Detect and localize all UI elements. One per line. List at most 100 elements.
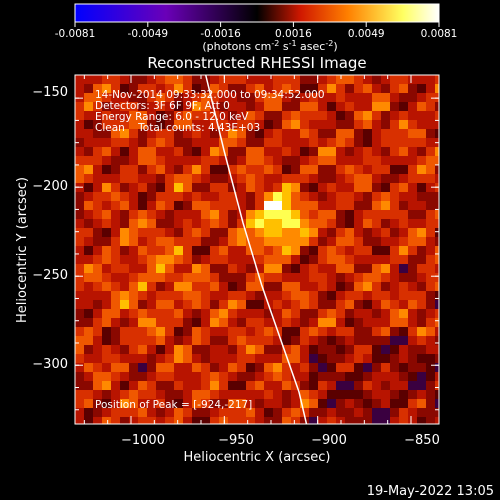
heatmap-cell — [408, 255, 417, 264]
heatmap-cell — [75, 273, 84, 282]
heatmap-cell — [183, 318, 192, 327]
heatmap-cell — [165, 399, 174, 408]
heatmap-cell — [156, 219, 165, 228]
heatmap-cell — [363, 408, 372, 417]
heatmap-cell — [336, 327, 345, 336]
heatmap-cell — [93, 273, 102, 282]
heatmap-cell — [426, 273, 435, 282]
heatmap-cell — [399, 246, 408, 255]
heatmap-cell — [372, 174, 381, 183]
heatmap-cell — [354, 318, 363, 327]
heatmap-cell — [372, 399, 381, 408]
heatmap-cell — [75, 246, 84, 255]
heatmap-cell — [111, 318, 120, 327]
footer-timestamp: 19-May-2022 13:05 — [367, 484, 494, 499]
heatmap-cell — [255, 111, 264, 120]
heatmap-cell — [390, 219, 399, 228]
heatmap-cell — [183, 390, 192, 399]
heatmap-cell — [408, 228, 417, 237]
heatmap-cell — [390, 264, 399, 273]
heatmap-cell — [345, 399, 354, 408]
heatmap-cell — [183, 300, 192, 309]
heatmap-cell — [111, 147, 120, 156]
heatmap-cell — [84, 264, 93, 273]
heatmap-cell — [165, 390, 174, 399]
heatmap-cell — [345, 309, 354, 318]
heatmap-cell — [354, 327, 363, 336]
heatmap-cell — [237, 264, 246, 273]
heatmap-cell — [93, 93, 102, 102]
heatmap-cell — [255, 183, 264, 192]
heatmap-cell — [111, 165, 120, 174]
heatmap-cell — [246, 327, 255, 336]
heatmap-cell — [309, 345, 318, 354]
heatmap-cell — [192, 282, 201, 291]
heatmap-cell — [84, 201, 93, 210]
heatmap-cell — [408, 309, 417, 318]
heatmap-cell — [174, 201, 183, 210]
heatmap-cell — [291, 84, 300, 93]
heatmap-cell — [129, 390, 138, 399]
heatmap-cell — [219, 264, 228, 273]
heatmap-cell — [264, 219, 273, 228]
heatmap-cell — [75, 192, 84, 201]
heatmap-cell — [93, 363, 102, 372]
heatmap-cell — [300, 390, 309, 399]
heatmap-cell — [147, 192, 156, 201]
heatmap-cell — [201, 75, 210, 84]
heatmap-cell — [246, 372, 255, 381]
heatmap-cell — [372, 300, 381, 309]
heatmap-cell — [174, 318, 183, 327]
heatmap-cell — [300, 138, 309, 147]
heatmap-cell — [435, 147, 439, 156]
heatmap-cell — [282, 102, 291, 111]
heatmap-cell — [192, 201, 201, 210]
heatmap-cell — [417, 165, 426, 174]
heatmap-cell — [246, 120, 255, 129]
heatmap-cell — [426, 318, 435, 327]
heatmap-cell — [300, 372, 309, 381]
heatmap-cell — [399, 138, 408, 147]
heatmap-cell — [93, 174, 102, 183]
heatmap-cell — [291, 309, 300, 318]
heatmap-cell — [219, 183, 228, 192]
heatmap-cell — [183, 84, 192, 93]
heatmap-cell — [291, 381, 300, 390]
heatmap-cell — [399, 120, 408, 129]
heatmap-cell — [120, 399, 129, 408]
heatmap-cell — [408, 75, 417, 84]
heatmap-cell — [138, 156, 147, 165]
heatmap-cell — [363, 219, 372, 228]
heatmap-cell — [192, 354, 201, 363]
heatmap-cell — [219, 318, 228, 327]
heatmap-cell — [327, 192, 336, 201]
heatmap-cell — [237, 102, 246, 111]
heatmap-cell — [399, 282, 408, 291]
heatmap-cell — [201, 219, 210, 228]
heatmap-cell — [75, 264, 84, 273]
heatmap-cell — [246, 246, 255, 255]
heatmap-cell — [264, 210, 273, 219]
heatmap-cell — [129, 399, 138, 408]
heatmap-cell — [102, 120, 111, 129]
heatmap-cell — [291, 327, 300, 336]
heatmap-cell — [210, 417, 219, 424]
heatmap-cell — [264, 336, 273, 345]
heatmap-cell — [390, 75, 399, 84]
heatmap-cell — [426, 156, 435, 165]
heatmap-cell — [219, 417, 228, 424]
heatmap-cell — [327, 75, 336, 84]
heatmap-cell — [417, 264, 426, 273]
heatmap-cell — [147, 201, 156, 210]
heatmap-cell — [309, 120, 318, 129]
heatmap-cell — [138, 102, 147, 111]
heatmap-cell — [246, 390, 255, 399]
chart-title: Reconstructed RHESSI Image — [147, 54, 366, 72]
heatmap-cell — [129, 156, 138, 165]
heatmap-cell — [183, 138, 192, 147]
heatmap-cell — [102, 165, 111, 174]
heatmap-cell — [183, 399, 192, 408]
heatmap-cell — [174, 228, 183, 237]
heatmap-cell — [165, 408, 174, 417]
heatmap-cell — [354, 255, 363, 264]
